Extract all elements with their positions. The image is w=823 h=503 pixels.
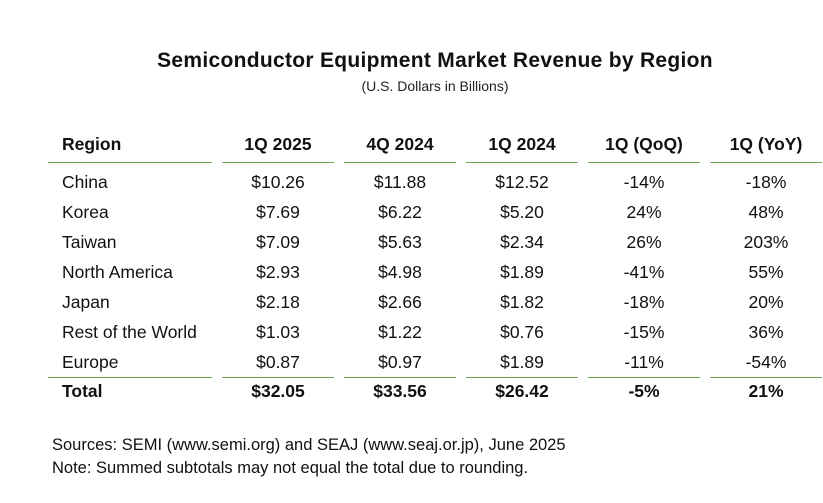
region-cell: Europe [62, 352, 119, 372]
value-cell: $1.22 [378, 322, 422, 342]
table-row: Europe $0.87 $0.97 $1.89 -11% -54% [48, 347, 822, 377]
value-cell: 203% [743, 232, 789, 252]
value-cell: $2.66 [378, 292, 422, 312]
value-cell: $1.89 [500, 352, 544, 372]
value-cell: $12.52 [495, 172, 549, 192]
table-row: Taiwan $7.09 $5.63 $2.34 26% 203% [48, 227, 822, 257]
region-cell: Japan [62, 292, 110, 312]
value-cell: -41% [623, 262, 665, 282]
region-cell: Taiwan [62, 232, 117, 252]
value-cell: $6.22 [378, 202, 422, 222]
total-label: Total [48, 377, 212, 404]
column-header: 4Q 2024 [344, 127, 456, 163]
value-cell: $5.63 [378, 232, 422, 252]
note-text: Note: Summed subtotals may not equal the… [52, 458, 529, 477]
chart-subtitle: (U.S. Dollars in Billions) [361, 78, 509, 94]
total-cell: $26.42 [466, 377, 578, 404]
total-cell: $33.56 [344, 377, 456, 404]
region-cell: Rest of the World [62, 322, 197, 342]
total-row: Total $32.05 $33.56 $26.42 -5% 21% [48, 377, 822, 404]
value-cell: -11% [624, 352, 664, 372]
value-cell: $5.20 [500, 202, 544, 222]
table-row: Japan $2.18 $2.66 $1.82 -18% 20% [48, 287, 822, 317]
value-cell: $2.93 [256, 262, 300, 282]
column-header: 1Q 2024 [466, 127, 578, 163]
value-cell: -15% [623, 322, 665, 342]
value-cell: $0.97 [378, 352, 422, 372]
sources-text: Sources: SEMI (www.semi.org) and SEAJ (w… [52, 436, 566, 454]
value-cell: $10.26 [251, 172, 305, 192]
footer-notes: Sources: SEMI (www.semi.org) and SEAJ (w… [52, 434, 566, 479]
total-cell: -5% [588, 377, 700, 404]
column-header: Region [48, 127, 212, 163]
value-cell: $4.98 [378, 262, 422, 282]
value-cell: $1.82 [500, 292, 544, 312]
value-cell: $0.87 [256, 352, 300, 372]
value-cell: 26% [626, 232, 662, 252]
value-cell: 48% [748, 202, 784, 222]
value-cell: $1.03 [256, 322, 300, 342]
column-header: 1Q 2025 [222, 127, 334, 163]
revenue-table: Region 1Q 2025 4Q 2024 1Q 2024 1Q (QoQ) … [48, 127, 822, 404]
chart-title: Semiconductor Equipment Market Revenue b… [157, 49, 713, 72]
value-cell: 24% [626, 202, 662, 222]
region-cell: China [62, 172, 108, 192]
value-cell: $2.18 [256, 292, 300, 312]
value-cell: $11.88 [373, 172, 427, 192]
value-cell: 20% [748, 292, 784, 312]
value-cell: -14% [623, 172, 665, 192]
table-row: Korea $7.69 $6.22 $5.20 24% 48% [48, 197, 822, 227]
value-cell: $2.34 [500, 232, 544, 252]
region-cell: North America [62, 262, 173, 282]
value-cell: -54% [745, 352, 787, 372]
total-cell: 21% [710, 377, 822, 404]
table-body: China $10.26 $11.88 $12.52 -14% -18% Korea $7.6… [48, 163, 822, 377]
table-row: China $10.26 $11.88 $12.52 -14% -18% [48, 163, 822, 197]
column-header: 1Q (QoQ) [588, 127, 700, 163]
region-cell: Korea [62, 202, 109, 222]
table-row: Rest of the World $1.03 $1.22 $0.76 -15% 36% [48, 317, 822, 347]
value-cell: $7.09 [256, 232, 300, 252]
column-header: 1Q (YoY) [710, 127, 822, 163]
value-cell: $0.76 [500, 322, 544, 342]
table-header-row: Region 1Q 2025 4Q 2024 1Q 2024 1Q (QoQ) … [48, 127, 822, 163]
table-row: North America $2.93 $4.98 $1.89 -41% 55% [48, 257, 822, 287]
value-cell: $7.69 [256, 202, 300, 222]
value-cell: $1.89 [500, 262, 544, 282]
total-cell: $32.05 [222, 377, 334, 404]
value-cell: -18% [745, 172, 787, 192]
value-cell: 36% [748, 322, 784, 342]
value-cell: -18% [623, 292, 665, 312]
value-cell: 55% [748, 262, 784, 282]
